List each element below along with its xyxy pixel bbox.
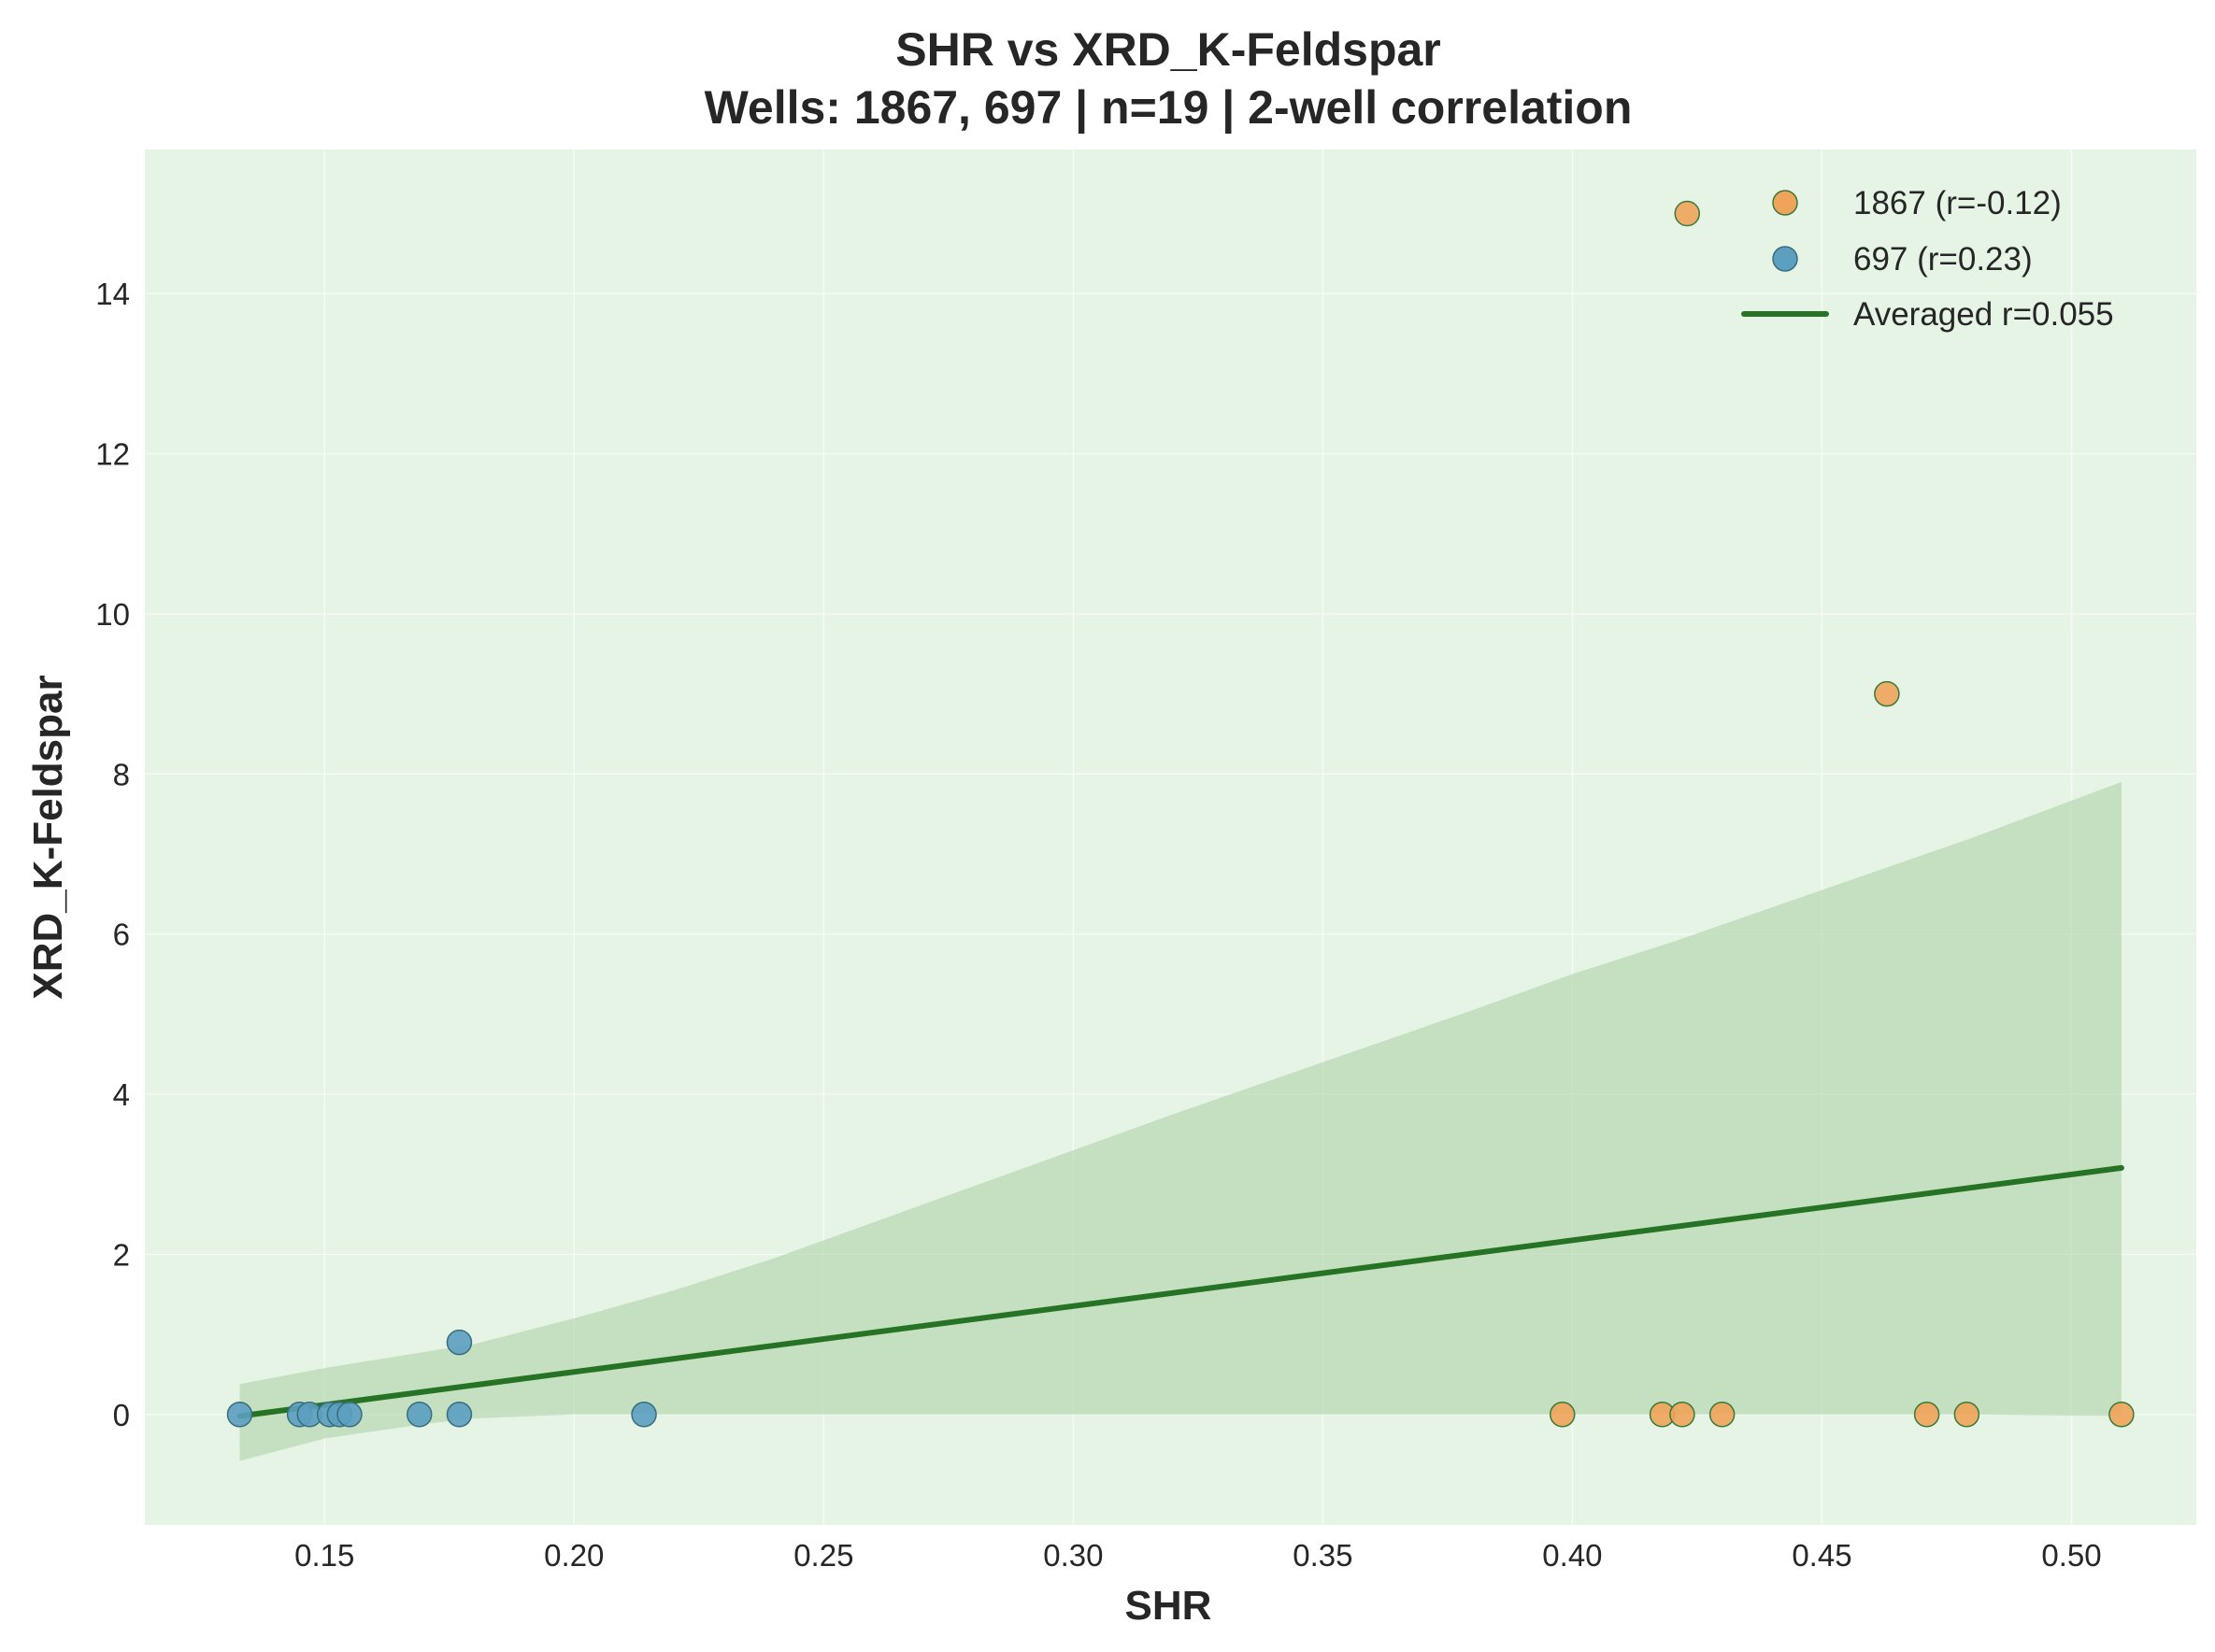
data-point-series-0	[1669, 1402, 1695, 1428]
x-tick-label: 0.45	[1792, 1538, 1851, 1573]
data-point-series-0	[1913, 1402, 1940, 1428]
legend: 1867 (r=-0.12) 697 (r=0.23) Averaged r=0…	[1741, 185, 2114, 333]
data-point-series-0	[1708, 1402, 1736, 1428]
data-point-series-1	[631, 1402, 657, 1428]
x-tick-label: 0.20	[544, 1538, 604, 1573]
x-axis-label: SHR	[1125, 1583, 1212, 1629]
y-tick-label: 10	[95, 597, 130, 632]
legend-label-averaged: Averaged r=0.055	[1853, 296, 2114, 333]
data-point-series-1	[406, 1402, 433, 1428]
legend-label-697: 697 (r=0.23)	[1853, 241, 2033, 278]
chart-subtitle: Wells: 1867, 697 | n=19 | 2-well correla…	[705, 81, 1633, 135]
data-point-series-0	[1674, 200, 1701, 227]
y-axis-ticks: 0 2 4 6 8 10 12 14	[95, 277, 130, 1432]
confidence-band-layer	[239, 781, 2122, 1461]
y-tick-label: 12	[95, 437, 130, 472]
data-point-series-0	[1874, 680, 1900, 707]
x-tick-label: 0.15	[294, 1538, 354, 1573]
x-tick-label: 0.25	[793, 1538, 853, 1573]
data-point-series-0	[1549, 1402, 1576, 1428]
x-axis-ticks: 0.15 0.20 0.25 0.30 0.35 0.40 0.45 0.50	[294, 1538, 2101, 1573]
confidence-band	[239, 781, 2122, 1461]
x-tick-label: 0.30	[1043, 1538, 1103, 1573]
data-point-series-1	[336, 1402, 363, 1428]
x-tick-label: 0.35	[1293, 1538, 1352, 1573]
y-tick-label: 0	[113, 1398, 130, 1432]
legend-marker-1867	[1772, 190, 1798, 216]
data-point-series-0	[1953, 1402, 1980, 1428]
data-point-series-0	[2108, 1402, 2135, 1428]
legend-marker-697	[1772, 246, 1798, 272]
x-tick-label: 0.40	[1542, 1538, 1602, 1573]
trend-line	[236, 1164, 2124, 1419]
y-tick-label: 6	[113, 918, 130, 952]
data-point-series-1	[226, 1402, 253, 1428]
y-tick-label: 4	[113, 1077, 130, 1112]
y-tick-label: 14	[95, 277, 130, 311]
y-tick-label: 2	[113, 1237, 130, 1272]
legend-label-1867: 1867 (r=-0.12)	[1853, 185, 2062, 221]
scatter-points-layer	[226, 200, 2135, 1428]
y-axis-label: XRD_K-Feldspar	[25, 675, 71, 999]
trend-line-layer	[236, 1164, 2124, 1419]
y-tick-label: 8	[113, 757, 130, 791]
chart-title: SHR vs XRD_K-Feldspar	[895, 23, 1441, 76]
x-tick-label: 0.50	[2041, 1538, 2101, 1573]
data-point-series-1	[446, 1329, 473, 1356]
data-point-series-1	[446, 1402, 473, 1428]
